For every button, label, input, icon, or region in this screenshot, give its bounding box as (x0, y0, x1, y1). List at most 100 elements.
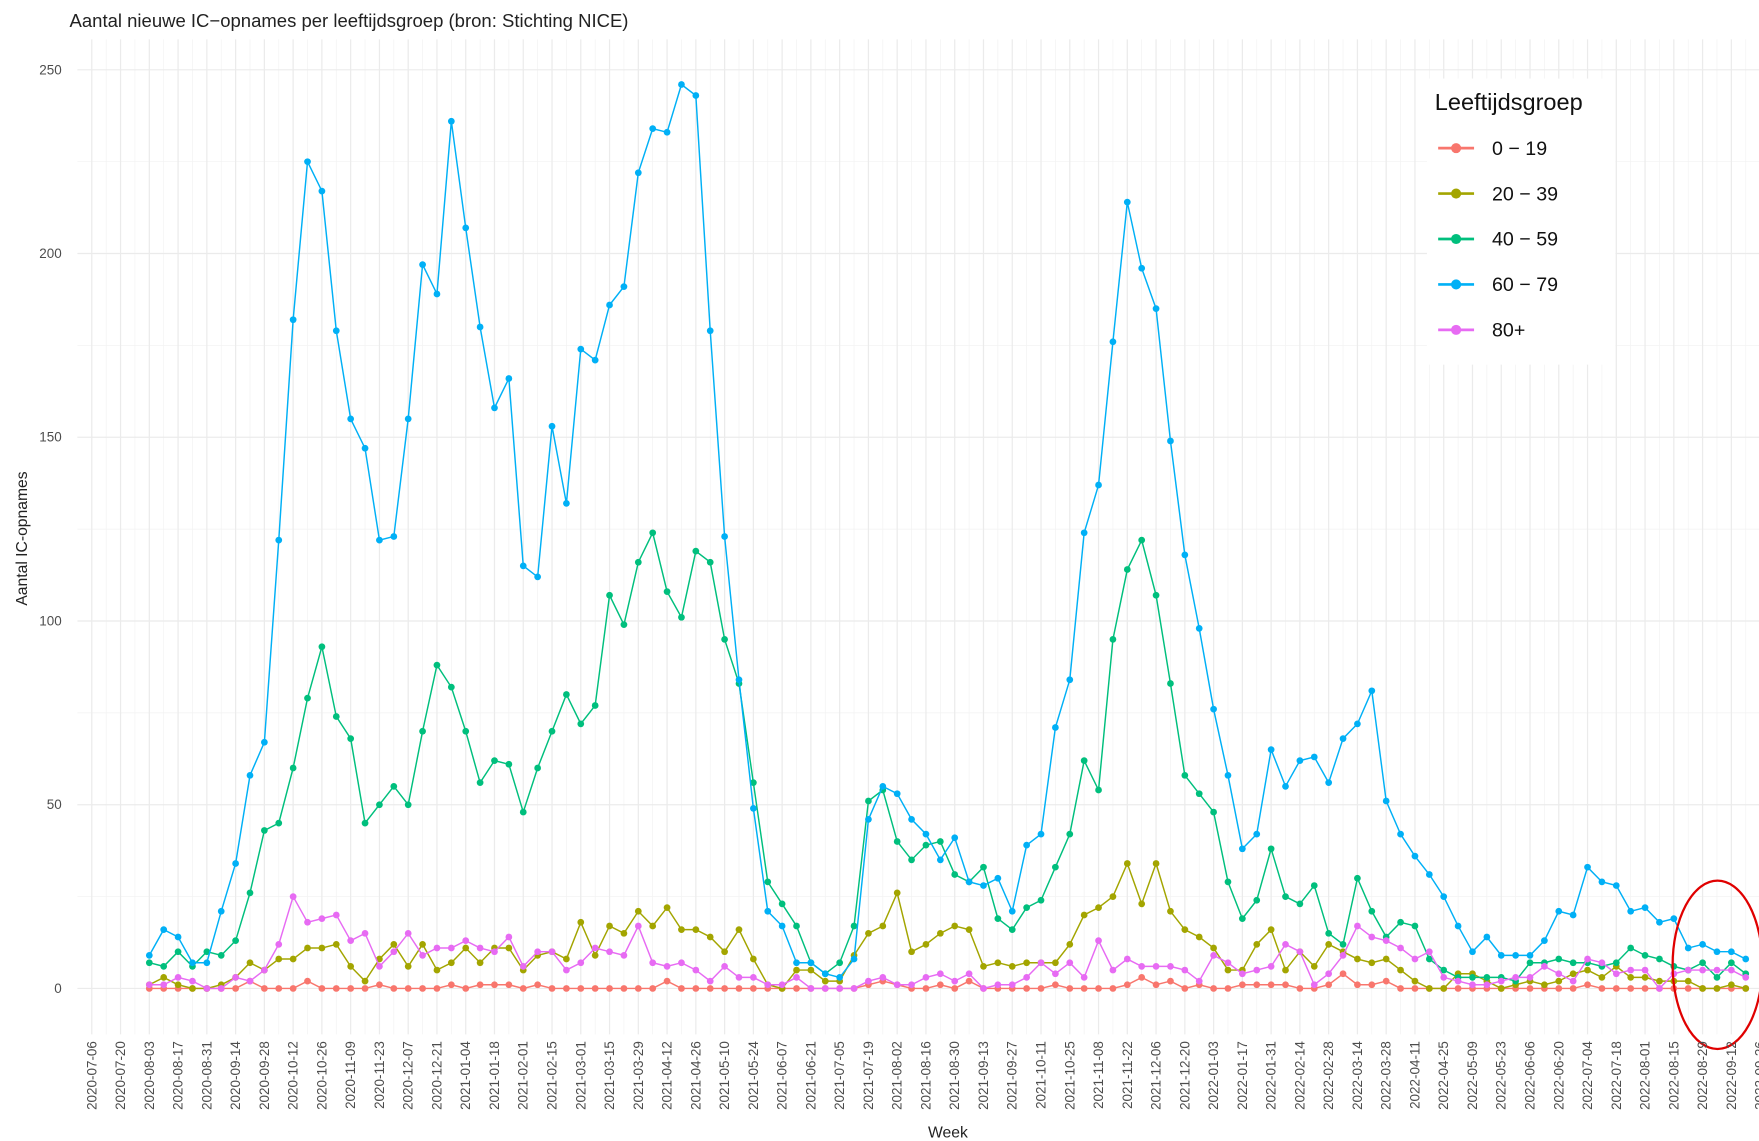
data-point (347, 963, 355, 970)
data-point (606, 301, 613, 309)
data-point (908, 981, 915, 989)
data-point (433, 661, 441, 669)
x-tick-label: 2022-03-28 (1379, 1041, 1394, 1110)
data-point (721, 985, 728, 992)
x-tick-label: 2022-03-14 (1350, 1041, 1365, 1110)
data-point (404, 801, 412, 809)
data-point (1627, 944, 1635, 952)
data-point (577, 959, 585, 967)
data-point (778, 922, 786, 930)
data-point (735, 926, 743, 934)
data-point (534, 764, 542, 772)
data-point (304, 977, 311, 985)
x-tick-label: 2021-06-21 (803, 1041, 818, 1110)
data-point (1713, 985, 1721, 992)
x-tick-label: 2021-10-11 (1033, 1041, 1048, 1109)
data-point (1296, 757, 1304, 764)
x-tick-label: 2020-11-23 (372, 1041, 387, 1109)
data-point (649, 529, 657, 537)
data-point (275, 985, 283, 992)
data-point (1397, 966, 1404, 974)
data-point (951, 985, 959, 992)
data-point (361, 444, 369, 452)
data-point (1325, 940, 1333, 948)
data-point (1310, 882, 1318, 889)
chart-title: Aantal nieuwe IC−opnames per leeftijdsgr… (70, 10, 629, 31)
data-point (1727, 966, 1735, 974)
data-point (447, 117, 455, 125)
data-point (778, 981, 786, 989)
data-point (433, 985, 441, 992)
data-point (1440, 974, 1448, 981)
data-point (1497, 952, 1505, 959)
data-point (649, 922, 657, 930)
data-point (232, 985, 239, 992)
data-point (1512, 952, 1519, 959)
data-point (1095, 481, 1102, 489)
x-tick-label: 2021-05-24 (746, 1041, 761, 1110)
data-point (289, 764, 297, 772)
data-point (606, 985, 613, 992)
y-tick-label: 250 (39, 62, 61, 77)
data-point (1526, 959, 1534, 967)
data-point (419, 940, 426, 948)
data-point (1138, 264, 1146, 272)
data-point (332, 985, 340, 992)
data-point (1181, 551, 1189, 559)
data-point (1425, 871, 1433, 878)
x-tick-label: 2020-12-21 (429, 1041, 444, 1110)
data-point (1612, 970, 1620, 978)
data-point (361, 819, 369, 827)
data-point (1296, 948, 1304, 956)
legend-swatch-point (1451, 279, 1462, 290)
data-point (1354, 874, 1361, 882)
x-tick-label: 2020-09-14 (228, 1041, 243, 1110)
data-point (1282, 893, 1289, 900)
data-point (821, 970, 829, 978)
data-point (922, 985, 930, 992)
data-point (735, 676, 743, 684)
data-point (261, 985, 268, 992)
data-point (951, 922, 959, 930)
data-point (404, 415, 412, 423)
data-point (361, 977, 369, 985)
data-point (620, 283, 628, 290)
data-point (606, 948, 613, 956)
data-point (476, 944, 484, 952)
x-tick-label: 2020-11-09 (343, 1041, 358, 1109)
data-point (663, 128, 671, 136)
data-point (965, 970, 973, 978)
data-point (908, 816, 915, 823)
data-point (606, 591, 613, 599)
data-point (1123, 198, 1131, 206)
data-point (1008, 926, 1016, 934)
data-point (1641, 952, 1649, 959)
data-point (735, 974, 743, 981)
data-point (793, 922, 800, 930)
data-point (1282, 981, 1289, 989)
data-point (807, 985, 815, 992)
data-point (1152, 591, 1160, 599)
data-point (1656, 977, 1663, 985)
data-point (1425, 955, 1433, 963)
data-point (1167, 907, 1174, 915)
plot-root: Aantal nieuwe IC−opnames per leeftijdsgr… (14, 10, 1759, 1141)
data-point (246, 771, 254, 779)
data-point (1325, 779, 1333, 787)
data-point (663, 588, 671, 595)
legend-swatch-point (1451, 143, 1462, 154)
data-point (721, 533, 728, 540)
data-point (721, 948, 728, 956)
data-point (980, 963, 987, 970)
data-point (476, 323, 484, 331)
legend-background (1426, 78, 1616, 365)
data-point (1569, 959, 1577, 967)
data-point (1397, 944, 1404, 952)
data-point (174, 981, 182, 989)
data-point (692, 92, 700, 99)
x-tick-label: 2020-08-17 (171, 1041, 186, 1110)
data-point (1339, 970, 1347, 978)
data-point (1109, 338, 1117, 346)
data-point (1138, 536, 1146, 544)
data-point (1656, 985, 1663, 992)
